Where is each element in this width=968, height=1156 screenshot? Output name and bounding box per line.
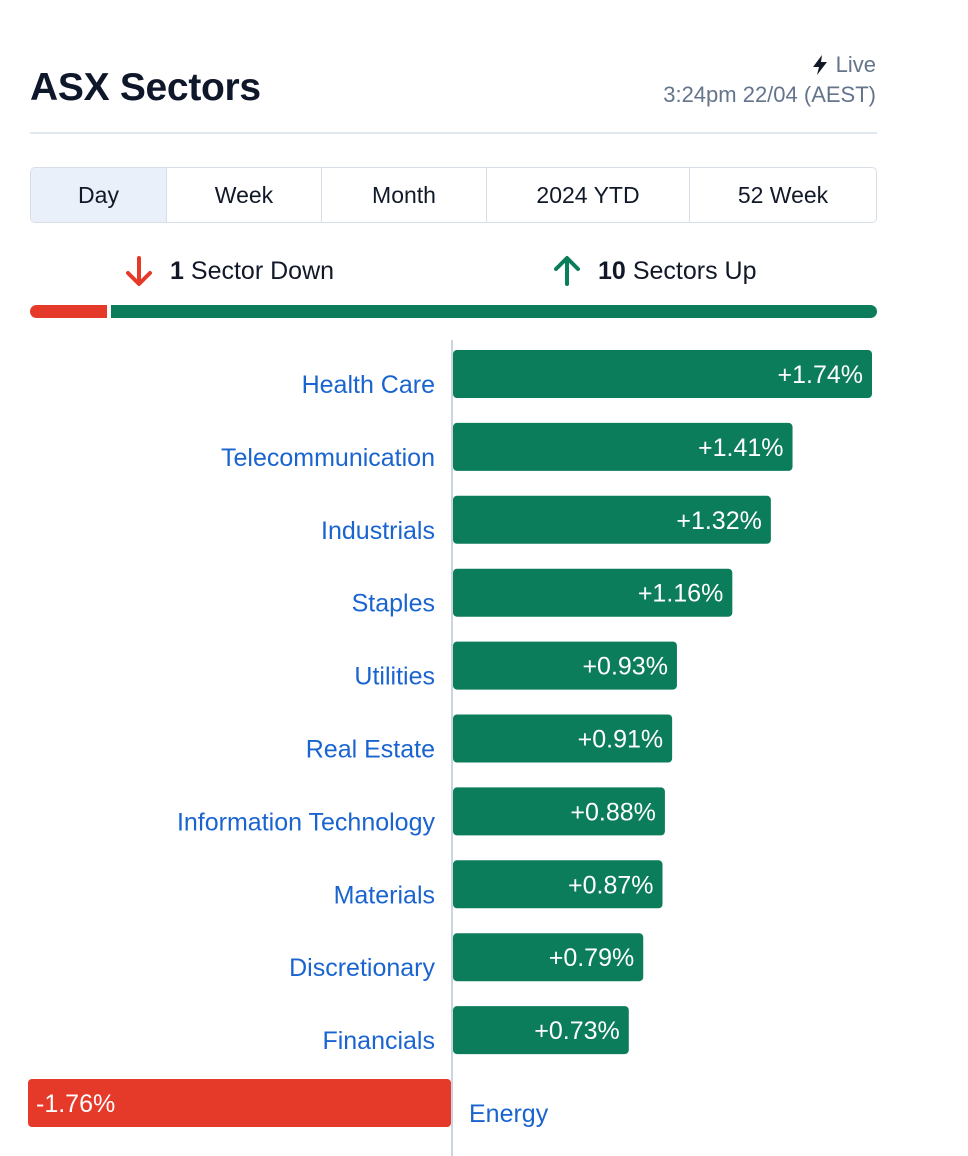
bar-real-estate[interactable] [453, 714, 673, 763]
bar-row-energy[interactable]: -1.76% Energy [28, 1079, 549, 1128]
category-label-staples[interactable]: Staples [352, 590, 435, 618]
category-label-energy[interactable]: Energy [469, 1100, 549, 1128]
value-label-industrials: +1.32% [676, 507, 762, 535]
live-label: Live [835, 52, 876, 77]
bar-financials[interactable] [453, 1006, 629, 1055]
sectors-up-count: 10 [598, 256, 626, 285]
bar-industrials[interactable] [453, 495, 771, 544]
arrow-down-icon [126, 256, 152, 286]
value-label-health-care: +1.74% [778, 361, 864, 389]
period-tabs: Day Week Month 2024 YTD 52 Week [30, 167, 877, 223]
value-label-discretionary: +0.79% [549, 944, 635, 972]
sectors-down-summary: 1 Sector Down [122, 254, 334, 288]
value-label-telecommunication: +1.41% [698, 434, 784, 462]
bar-row-telecommunication[interactable]: +1.41% Telecommunication [221, 422, 793, 472]
bar-row-utilities[interactable]: +0.93% Utilities [354, 641, 677, 691]
sectors-up-summary: 10 Sectors Up [550, 254, 756, 288]
bar-staples[interactable] [453, 568, 733, 617]
category-label-discretionary[interactable]: Discretionary [289, 954, 435, 982]
bar-row-industrials[interactable]: +1.32% Industrials [321, 495, 771, 545]
bar-health-care[interactable] [453, 350, 872, 398]
category-label-utilities[interactable]: Utilities [354, 663, 435, 691]
category-label-materials[interactable]: Materials [334, 881, 435, 909]
tab-month[interactable]: Month [322, 168, 487, 222]
value-label-energy: -1.76% [36, 1090, 115, 1118]
breadth-down-segment [30, 305, 107, 318]
value-label-staples: +1.16% [638, 580, 724, 608]
sectors-down-count: 1 [170, 256, 184, 285]
sectors-down-label: Sector Down [190, 256, 335, 285]
arrow-up-icon [554, 256, 580, 286]
lightning-icon [812, 55, 827, 75]
header-divider [30, 132, 877, 134]
bar-row-health-care[interactable]: +1.74% Health Care [302, 350, 872, 399]
bar-information-technology[interactable] [453, 787, 665, 836]
category-label-health-care[interactable]: Health Care [302, 371, 435, 399]
live-indicator: Live [810, 52, 876, 78]
sectors-up-label: Sectors Up [632, 256, 757, 285]
category-label-telecommunication[interactable]: Telecommunication [221, 444, 435, 472]
bar-energy[interactable] [28, 1079, 451, 1127]
bar-row-financials[interactable]: +0.73% Financials [322, 1006, 629, 1055]
value-label-utilities: +0.93% [582, 653, 668, 681]
bar-materials[interactable] [453, 860, 663, 909]
category-label-information-technology[interactable]: Information Technology [177, 808, 436, 836]
bar-row-discretionary[interactable]: +0.79% Discretionary [289, 933, 644, 982]
category-label-industrials[interactable]: Industrials [321, 517, 435, 545]
bar-row-information-technology[interactable]: +0.88% Information Technology [177, 787, 665, 836]
tab-2024-ytd[interactable]: 2024 YTD [487, 168, 690, 222]
bar-discretionary[interactable] [453, 933, 644, 982]
tab-day[interactable]: Day [31, 168, 167, 222]
page-title: ASX Sectors [30, 66, 261, 109]
value-label-real-estate: +0.91% [578, 726, 664, 754]
bar-row-real-estate[interactable]: +0.91% Real Estate [306, 714, 673, 764]
tab-52-week[interactable]: 52 Week [737, 181, 829, 208]
timestamp: 3:24pm 22/04 (AEST) [663, 82, 876, 107]
value-label-information-technology: +0.88% [570, 798, 656, 826]
value-label-financials: +0.73% [534, 1017, 620, 1045]
sector-bar-chart: +1.74% Health Care +1.41% Telecommunication… [28, 340, 872, 1156]
market-breadth-bar [30, 305, 877, 318]
bar-utilities[interactable] [453, 641, 677, 690]
bar-row-materials[interactable]: +0.87% Materials [334, 860, 663, 909]
category-label-financials[interactable]: Financials [322, 1027, 435, 1055]
bar-row-staples[interactable]: +1.16% Staples [352, 568, 733, 618]
category-label-real-estate[interactable]: Real Estate [306, 736, 435, 764]
tab-week[interactable]: Week [167, 168, 322, 222]
breadth-up-segment [111, 305, 877, 318]
value-label-materials: +0.87% [568, 871, 654, 899]
bar-telecommunication[interactable] [453, 422, 793, 471]
